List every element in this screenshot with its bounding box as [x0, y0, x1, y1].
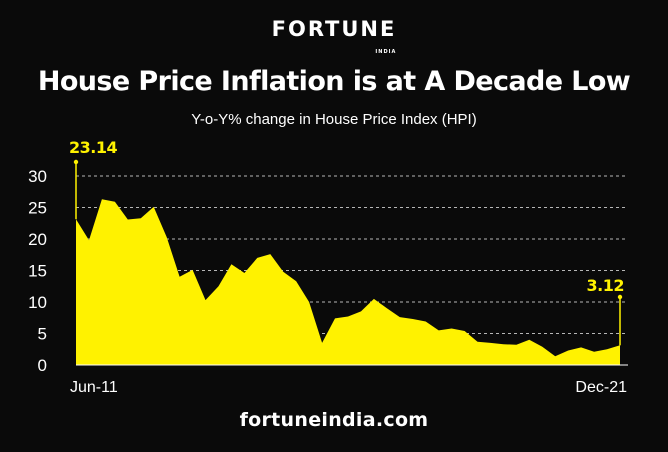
y-tick-label: 10: [28, 293, 47, 312]
y-tick-label: 5: [38, 325, 47, 344]
chart-title: House Price Inflation is at A Decade Low: [37, 66, 631, 97]
logo-text: FORTUNE: [271, 17, 397, 41]
logo: FORTUNE INDIA: [0, 18, 668, 63]
annotation-label: 23.14: [69, 138, 117, 157]
y-tick-label: 0: [38, 356, 47, 375]
y-tick-label: 25: [28, 199, 47, 218]
axis-layer: 0 5 10 15 20 25 30 Jun-11 Dec-21: [28, 167, 628, 396]
annotation-label: 3.12: [587, 276, 624, 295]
annotation-layer: 23.14 3.12: [69, 138, 625, 346]
logo-sub: INDIA: [375, 49, 397, 55]
area-series: [76, 199, 620, 365]
chart-subtitle: Y-o-Y% change in House Price Index (HPI): [191, 111, 477, 128]
y-tick-label: 20: [28, 230, 47, 249]
x-tick-label: Dec-21: [575, 379, 627, 396]
y-tick-label: 15: [28, 262, 47, 281]
annotation-dot: [73, 159, 79, 165]
area-layer: [76, 199, 620, 365]
x-tick-label: Jun-11: [70, 379, 118, 396]
annotation-dot: [617, 294, 623, 300]
footer-site: fortuneindia.com: [239, 409, 429, 431]
y-tick-label: 30: [28, 167, 47, 186]
